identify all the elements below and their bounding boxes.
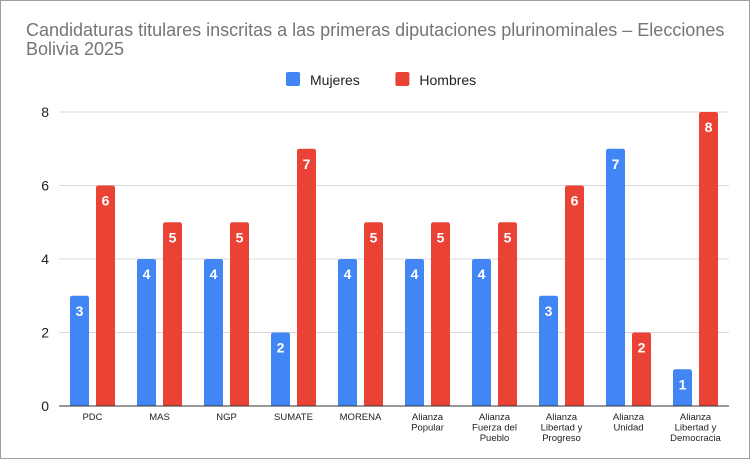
legend-label: Mujeres	[310, 72, 360, 88]
y-tick-label: 2	[41, 325, 49, 341]
data-label: 6	[571, 193, 579, 209]
legend: Mujeres Hombres	[286, 72, 476, 88]
data-label: 2	[277, 340, 285, 356]
bar-mujeres	[338, 259, 357, 406]
x-tick-label: Alianza	[613, 412, 645, 423]
data-label: 4	[478, 266, 486, 282]
x-tick-label: Libertad y	[541, 423, 583, 434]
data-label: 5	[504, 229, 512, 245]
data-label: 7	[612, 156, 620, 172]
data-label: 3	[76, 303, 84, 319]
bar-mujeres	[70, 295, 89, 406]
data-label: 4	[143, 266, 151, 282]
x-tick-label: Alianza	[412, 412, 444, 423]
bar-hombres	[699, 112, 718, 406]
data-label: 5	[370, 229, 378, 245]
x-tick-label: Progreso	[542, 433, 581, 444]
bar-hombres	[297, 148, 316, 406]
bar-hombres	[565, 185, 584, 406]
x-tick-label: Libertad y	[675, 423, 717, 434]
x-tick-label: Fuerza del	[472, 423, 517, 434]
data-label: 2	[638, 340, 646, 356]
bar-hombres	[230, 222, 249, 406]
x-tick-label: Alianza	[680, 412, 712, 423]
bar-mujeres	[472, 259, 491, 406]
x-tick-label: Popular	[411, 423, 444, 434]
data-label: 4	[411, 266, 419, 282]
data-label: 7	[303, 156, 311, 172]
y-tick-label: 4	[41, 251, 49, 267]
bar-hombres	[632, 332, 651, 406]
legend-swatch	[286, 72, 300, 86]
legend-label: Hombres	[419, 72, 476, 88]
data-label: 8	[705, 119, 713, 135]
x-tick-label: MAS	[149, 412, 170, 423]
data-label: 3	[545, 303, 553, 319]
bar-hombres	[163, 222, 182, 406]
data-label: 4	[344, 266, 352, 282]
gridlines	[59, 111, 729, 333]
data-label: 5	[169, 229, 177, 245]
bar-hombres	[364, 222, 383, 406]
x-tick-label: Pueblo	[480, 433, 510, 444]
chart-title: Candidaturas titulares inscritas a las p…	[26, 20, 725, 59]
y-tick-label: 6	[41, 178, 49, 194]
bar-mujeres	[539, 295, 558, 406]
x-tick-label: MORENA	[340, 412, 382, 423]
x-tick-label: Democracia	[670, 433, 721, 444]
data-label: 4	[210, 266, 218, 282]
x-tick-label: NGP	[216, 412, 237, 423]
legend-swatch	[395, 72, 410, 86]
x-tick-label: Unidad	[613, 423, 643, 434]
bar-mujeres	[606, 148, 625, 406]
x-tick-label: Alianza	[479, 412, 511, 423]
bar-hombres	[431, 222, 450, 406]
y-tick-label: 0	[41, 398, 49, 414]
bar-hombres	[96, 185, 115, 406]
data-label: 1	[679, 376, 687, 392]
bars: 3 6 4 5 4 5 2 7 4 5 4 5 4 5 3 6 7 2 1 8	[70, 112, 718, 406]
x-tick-label: SUMATE	[274, 412, 313, 423]
bar-hombres	[498, 222, 517, 406]
x-tick-label: PDC	[82, 412, 102, 423]
x-tick-label: Alianza	[546, 412, 578, 423]
bar-mujeres	[137, 259, 156, 406]
data-label: 5	[437, 229, 445, 245]
data-label: 6	[102, 193, 110, 209]
y-tick-label: 8	[41, 104, 49, 120]
bar-mujeres	[405, 259, 424, 406]
bar-mujeres	[271, 332, 290, 406]
data-label: 5	[236, 229, 244, 245]
bar-mujeres	[673, 369, 692, 406]
bar-mujeres	[204, 259, 223, 406]
